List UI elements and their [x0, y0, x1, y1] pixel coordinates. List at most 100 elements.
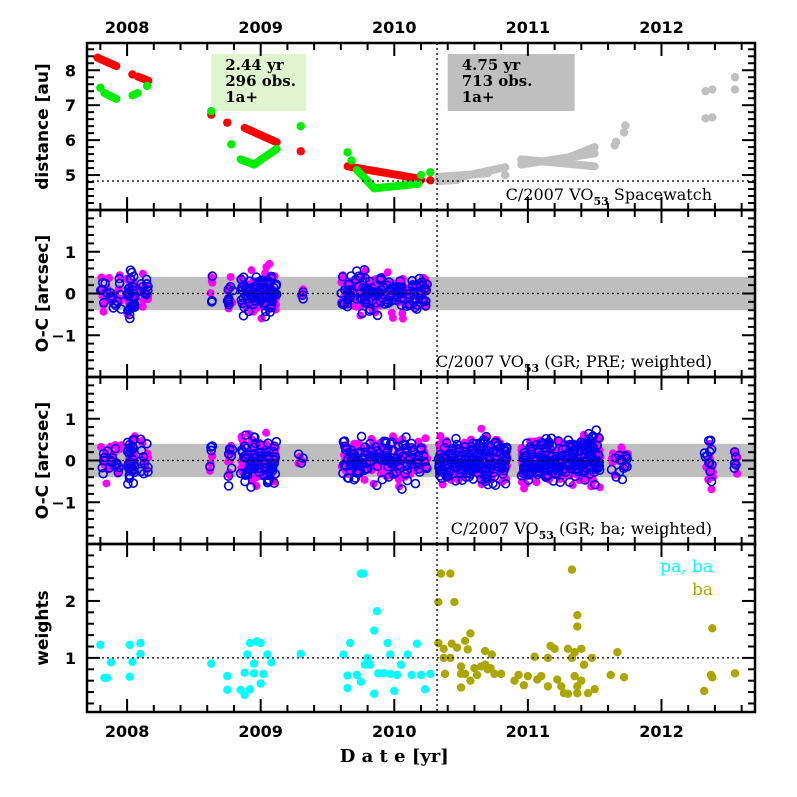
residual-open-point [729, 458, 740, 469]
data-point [466, 629, 475, 638]
residual-open-point [611, 472, 621, 482]
residual-open-point [478, 449, 489, 459]
residual-open-point [249, 453, 260, 463]
data-point [708, 113, 717, 122]
data-point [142, 81, 152, 91]
residual-open-point [361, 458, 372, 468]
data-point [392, 670, 402, 680]
residual-open-point [523, 470, 533, 480]
data-arc [133, 72, 153, 85]
info-boxes-layer [211, 54, 575, 111]
residual-filled-point [360, 475, 369, 484]
residual-open-point [396, 293, 406, 304]
data-point [416, 170, 426, 180]
residual-open-point [479, 450, 490, 460]
data-arc [240, 123, 281, 147]
y-tick-label: 0 [65, 285, 76, 304]
data-point [359, 569, 368, 578]
data-point [96, 83, 105, 92]
data-point [352, 670, 362, 680]
residual-open-point [491, 437, 501, 448]
info-box-line: 1a+ [462, 88, 495, 106]
x-tick-label-top: 2008 [105, 18, 150, 37]
x-tick-label-bottom: 2009 [238, 722, 283, 741]
residual-open-point [255, 296, 266, 307]
residual-open-point [206, 442, 216, 452]
residual-open-point [398, 287, 408, 298]
residual-open-point [441, 438, 452, 448]
data-point [519, 681, 529, 690]
residual-open-point [535, 452, 546, 463]
data-point [386, 669, 395, 679]
data-point [207, 659, 216, 668]
legend-entry: pa, ba [660, 557, 713, 577]
data-point [345, 638, 355, 648]
residual-open-point [270, 452, 281, 462]
residual-open-point [123, 444, 134, 455]
residual-open-point [700, 451, 711, 462]
residual-open-point [703, 435, 714, 446]
residual-open-point [566, 453, 577, 464]
data-point [245, 685, 255, 694]
data-point [343, 671, 352, 680]
residual-open-point [586, 440, 596, 451]
residual-open-point [390, 456, 400, 467]
residual-filled-point [421, 434, 430, 443]
residual-open-point [357, 294, 368, 304]
data-arc [100, 88, 121, 103]
residual-open-point [337, 299, 347, 309]
y-tick-label: 1 [65, 410, 76, 429]
data-point [240, 690, 249, 700]
residual-open-point [379, 436, 389, 447]
data-point [573, 622, 582, 631]
data-point [708, 85, 717, 94]
residual-open-point [298, 294, 308, 304]
residual-filled-point [350, 302, 359, 311]
info-box-line: 4.75 yr [462, 56, 521, 74]
residual-open-point [461, 472, 471, 483]
data-point [523, 671, 533, 681]
residual-open-point [123, 479, 133, 489]
residual-open-point [584, 469, 595, 480]
y-tick-label: 6 [65, 131, 76, 150]
residual-open-point [451, 433, 461, 444]
x-tick-label-bottom: 2010 [372, 722, 417, 741]
residual-open-point [413, 454, 423, 465]
residual-open-point [254, 467, 264, 478]
residual-open-point [226, 463, 237, 474]
data-arc [352, 165, 379, 193]
data-point [136, 638, 145, 648]
data-point [383, 638, 392, 648]
residual-open-point [622, 461, 632, 472]
residual-open-point [223, 481, 234, 491]
residual-open-point [269, 441, 280, 451]
residual-open-point [610, 453, 621, 463]
data-point [472, 670, 482, 680]
data-point [456, 662, 466, 671]
data-point [339, 650, 348, 659]
residual-open-point [139, 458, 150, 469]
residual-open-point [421, 285, 432, 296]
residual-open-point [371, 480, 382, 491]
residual-open-point [406, 438, 417, 449]
data-layer [93, 53, 742, 700]
residual-open-point [410, 478, 421, 489]
residual-open-point [108, 303, 119, 313]
residual-open-point [545, 443, 555, 454]
residual-open-point [411, 304, 422, 314]
residual-open-point [548, 476, 559, 486]
residual-open-point [413, 464, 424, 474]
data-point [93, 53, 102, 62]
residual-open-point [523, 466, 533, 477]
residual-open-point [265, 307, 275, 317]
residual-open-point [98, 468, 108, 479]
data-point [470, 663, 479, 673]
residual-open-point [141, 274, 152, 285]
residual-filled-point [394, 475, 403, 484]
residual-open-point [337, 271, 348, 282]
residual-open-point [225, 444, 235, 455]
residual-open-point [240, 476, 250, 487]
x-tick-label-top: 2012 [639, 18, 684, 37]
residual-open-point [102, 446, 113, 456]
y-axis-label: weights [33, 590, 53, 666]
